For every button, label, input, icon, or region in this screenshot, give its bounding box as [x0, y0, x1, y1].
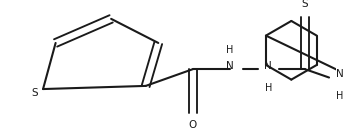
Text: N: N [264, 61, 272, 71]
Text: H: H [264, 83, 272, 93]
Text: H: H [336, 91, 343, 101]
Text: H: H [226, 45, 233, 55]
Text: O: O [189, 121, 197, 130]
Text: S: S [302, 0, 308, 9]
Text: N: N [336, 69, 343, 79]
Text: N: N [226, 61, 234, 71]
Text: S: S [31, 88, 38, 98]
